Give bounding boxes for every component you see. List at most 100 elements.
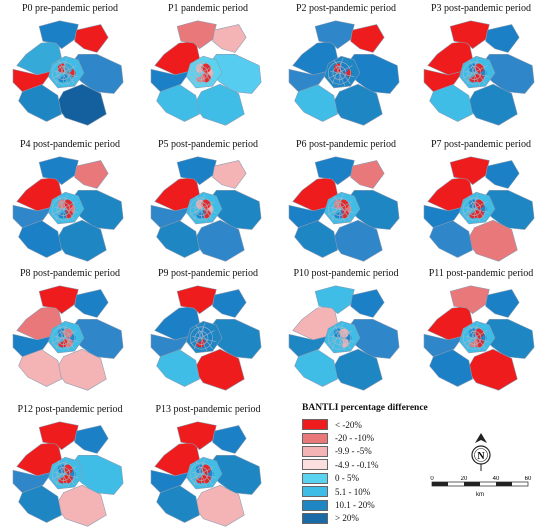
legend: BANTLI percentage difference < -20% -20 -… (302, 403, 452, 525)
legend-label: 10.1 - 20% (335, 500, 375, 511)
map-region (485, 289, 520, 318)
district-boundary (194, 66, 209, 80)
legend-swatch (302, 499, 328, 511)
map-region (38, 285, 79, 315)
district-boundary (51, 61, 75, 85)
district-boundary (328, 330, 353, 344)
district-boundary (466, 322, 479, 350)
map-panel: P9 post-pandemic period (143, 268, 273, 394)
map-region (156, 348, 200, 387)
scale-unit: km (476, 492, 484, 498)
map-region (477, 54, 535, 94)
map-region (18, 219, 62, 258)
map-region (429, 348, 473, 387)
panel-title: P6 post-pandemic period (296, 139, 396, 150)
district-boundary (56, 66, 71, 80)
map-region (74, 160, 109, 189)
panel-title: P11 post-pandemic period (428, 268, 534, 279)
district-boundary (59, 201, 70, 223)
district-boundary (197, 330, 208, 352)
district-boundary (56, 202, 71, 216)
choropleth-map (12, 156, 124, 262)
district-boundary (190, 466, 215, 480)
map-region (477, 190, 535, 230)
district-boundary (463, 65, 488, 79)
district-boundary (56, 467, 71, 481)
map-region (485, 160, 520, 189)
district-boundary (193, 193, 206, 221)
district-boundary (189, 462, 213, 486)
choropleth-map (423, 20, 535, 126)
map-region (212, 24, 247, 53)
choropleth-map (12, 285, 124, 391)
legend-item: -20 - -10% (302, 431, 452, 444)
map-region (18, 83, 62, 122)
district-boundary (51, 197, 75, 221)
legend-swatch (302, 512, 328, 524)
district-boundary (56, 331, 71, 345)
map-region (423, 333, 464, 357)
choropleth-map (150, 156, 262, 262)
district-boundary (331, 193, 344, 221)
map-region (350, 160, 385, 189)
district-boundary (190, 65, 215, 79)
map-region (350, 289, 385, 318)
map-region (314, 285, 355, 315)
district-boundary (51, 326, 75, 350)
legend-label: > 20% (335, 513, 359, 524)
legend-swatch (302, 432, 328, 444)
map-region (150, 68, 191, 92)
map-panel: P5 post-pandemic period (143, 139, 273, 265)
scale-bar: 0 20 40 60 km (430, 476, 532, 498)
map-region (74, 425, 109, 454)
north-label: N (477, 451, 485, 462)
map-region (150, 333, 191, 357)
map-region (38, 421, 79, 451)
district-boundary (55, 193, 68, 221)
district-boundary (335, 65, 346, 87)
choropleth-map (423, 285, 535, 391)
map-region (288, 204, 329, 228)
map-region (288, 68, 329, 92)
panel-title: P5 post-pandemic period (158, 139, 258, 150)
legend-item: 10.1 - 20% (302, 498, 452, 511)
map-panel: P2 post-pandemic period (281, 3, 411, 129)
map-region (449, 156, 490, 186)
map-region (342, 319, 400, 359)
map-panel: P3 post-pandemic period (416, 3, 546, 129)
legend-swatch (302, 472, 328, 484)
map-region (156, 83, 200, 122)
district-boundary (189, 326, 213, 350)
map-region (18, 348, 62, 387)
map-region (449, 20, 490, 50)
district-boundary (328, 201, 353, 215)
map-region (342, 190, 400, 230)
map-panel: P4 post-pandemic period (5, 139, 135, 265)
district-boundary (332, 66, 347, 80)
choropleth-map (150, 285, 262, 391)
choropleth-map (12, 421, 124, 527)
map-region (66, 54, 124, 94)
choropleth-map (150, 20, 262, 126)
district-boundary (327, 326, 351, 350)
district-boundary (470, 330, 481, 352)
legend-item: 0 - 5% (302, 472, 452, 485)
district-boundary (462, 197, 486, 221)
map-region (38, 20, 79, 50)
district-boundary (52, 466, 77, 480)
panel-title: P2 post-pandemic period (296, 3, 396, 14)
map-panel: P1 pandemic period (143, 3, 273, 129)
map-region (423, 68, 464, 92)
map-region (212, 425, 247, 454)
district-boundary (327, 197, 351, 221)
map-region (350, 24, 385, 53)
legend-label: -20 - -10% (335, 433, 374, 444)
map-region (294, 219, 338, 258)
map-region (176, 421, 217, 451)
map-region (156, 219, 200, 258)
district-boundary (190, 201, 215, 215)
district-boundary (55, 57, 68, 85)
map-region (12, 204, 53, 228)
legend-label: -9.9 - -5% (335, 446, 372, 457)
district-boundary (197, 201, 208, 223)
